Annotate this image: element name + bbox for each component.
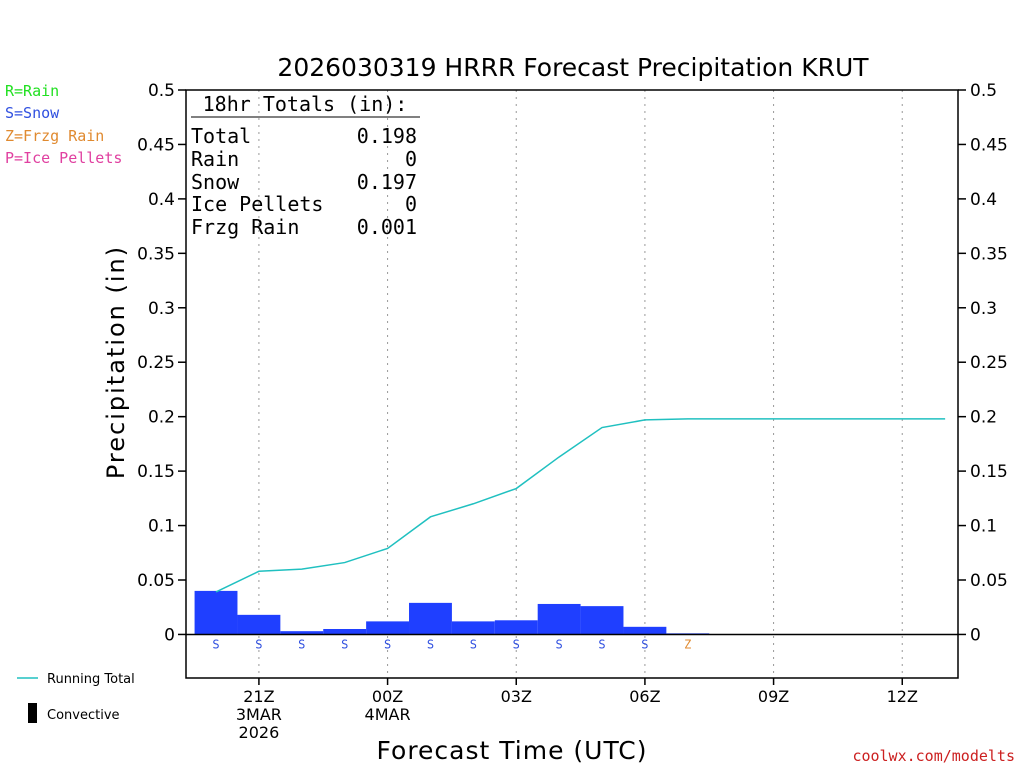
ptype-marker-27: S: [513, 637, 520, 651]
credit-text: coolwx.com/modelts: [852, 747, 1015, 765]
totals-value-rain: 0: [405, 147, 417, 171]
legend-running-total-label: Running Total: [47, 672, 135, 687]
ptype-marker-29: S: [598, 637, 605, 651]
grid-lines: [258, 90, 903, 678]
ptype-marker-28: S: [556, 637, 563, 651]
y-tick-label-right-7: 0.35: [970, 244, 1008, 264]
y-axis-label: Precipitation (in): [102, 245, 130, 479]
chart-title: 2026030319 HRRR Forecast Precipitation K…: [277, 53, 869, 82]
totals-value-snow: 0.197: [357, 170, 417, 194]
totals-value-total: 0.198: [357, 124, 417, 148]
ptype-marker-21: S: [255, 637, 262, 651]
y-tick-label-left-2: 0.1: [148, 517, 175, 537]
bar-26: [451, 621, 495, 635]
x-tick-date-0: 3MAR: [236, 705, 282, 724]
bar-27: [494, 620, 538, 635]
bar-24: [366, 621, 410, 635]
totals-label-frzg-rain: Frzg Rain: [191, 215, 299, 239]
y-tick-label-right-8: 0.4: [970, 190, 997, 210]
x-tick-label-5: 12Z: [887, 687, 918, 706]
bar-23: [323, 629, 367, 635]
ptype-marker-23: S: [341, 637, 348, 651]
bar-29: [580, 606, 624, 635]
y-axis-left: 0 0.05 0.1 0.15 0.2 0.25 0.3 0.35 0.4 0.45 0.5: [137, 81, 186, 645]
plot-frame: [185, 89, 959, 679]
y-tick-label-left-3: 0.15: [137, 462, 175, 482]
y-tick-label-right-1: 0.05: [970, 571, 1008, 591]
x-tick-label-0: 21Z: [243, 687, 274, 706]
x-tick-date-1: 4MAR: [365, 705, 411, 724]
x-tick-year-0: 2026: [239, 723, 280, 742]
y-tick-label-left-4: 0.2: [148, 408, 175, 428]
y-tick-label-left-10: 0.5: [148, 81, 175, 101]
ptype-legend-rain: R=Rain: [5, 82, 59, 100]
y-tick-label-right-4: 0.2: [970, 408, 997, 428]
x-axis-label: Forecast Time (UTC): [377, 736, 648, 765]
y-tick-label-right-6: 0.3: [970, 299, 997, 319]
bar-21: [237, 614, 281, 635]
totals-label-total: Total: [191, 124, 251, 148]
ptype-legend-ice-pellets: P=Ice Pellets: [5, 149, 122, 167]
ptype-marker-25: S: [427, 637, 434, 651]
totals-heading: 18hr Totals (in):: [203, 92, 408, 116]
y-tick-label-right-2: 0.1: [970, 517, 997, 537]
y-axis-right: 0 0.05 0.1 0.15 0.2 0.25 0.3 0.35 0.4 0.45 0.5: [958, 81, 1008, 645]
ptype-legend-frzg-rain: Z=Frzg Rain: [5, 127, 104, 145]
ptype-marker-26: S: [470, 637, 477, 651]
y-tick-label-right-9: 0.45: [970, 135, 1008, 155]
y-tick-label-left-6: 0.3: [148, 299, 175, 319]
y-tick-label-left-0: 0: [164, 625, 175, 645]
totals-label-ice-pellets: Ice Pellets: [191, 192, 323, 216]
hourly-bars: [194, 590, 710, 635]
ptype-marker-24: S: [384, 637, 391, 651]
ptype-marker-20: S: [212, 637, 219, 651]
y-tick-label-right-3: 0.15: [970, 462, 1008, 482]
totals-label-rain: Rain: [191, 147, 239, 171]
line-legend: Running Total Convective: [17, 672, 135, 723]
y-tick-label-left-7: 0.35: [137, 244, 175, 264]
bar-28: [537, 603, 581, 635]
bar-30: [623, 626, 667, 635]
totals-box: 18hr Totals (in): Total 0.198 Rain 0 Sno…: [191, 92, 420, 239]
legend-convective-swatch: [28, 703, 37, 723]
ptype-marker-30: S: [641, 637, 648, 651]
ptype-marker-31: Z: [684, 637, 691, 651]
bar-20: [194, 590, 238, 635]
y-tick-label-left-5: 0.25: [137, 353, 175, 373]
ptype-legend-snow: S=Snow: [5, 104, 60, 122]
x-tick-label-4: 09Z: [758, 687, 789, 706]
y-tick-label-right-10: 0.5: [970, 81, 997, 101]
y-tick-label-left-9: 0.45: [137, 135, 175, 155]
y-tick-label-left-8: 0.4: [148, 190, 175, 210]
y-tick-label-right-5: 0.25: [970, 353, 1008, 373]
x-tick-label-2: 03Z: [501, 687, 532, 706]
y-tick-label-right-0: 0: [970, 625, 981, 645]
totals-value-frzg-rain: 0.001: [357, 215, 417, 239]
x-tick-label-3: 06Z: [629, 687, 660, 706]
bar-22: [280, 631, 324, 635]
legend-convective-label: Convective: [47, 708, 120, 723]
totals-label-snow: Snow: [191, 170, 240, 194]
ptype-marker-22: S: [298, 637, 305, 651]
running-total-line: [215, 418, 946, 593]
bar-25: [409, 602, 452, 635]
x-tick-label-1: 00Z: [372, 687, 403, 706]
y-tick-label-left-1: 0.05: [137, 571, 175, 591]
totals-value-ice-pellets: 0: [405, 192, 417, 216]
ptype-legend: R=Rain S=Snow Z=Frzg Rain P=Ice Pellets: [5, 82, 122, 167]
